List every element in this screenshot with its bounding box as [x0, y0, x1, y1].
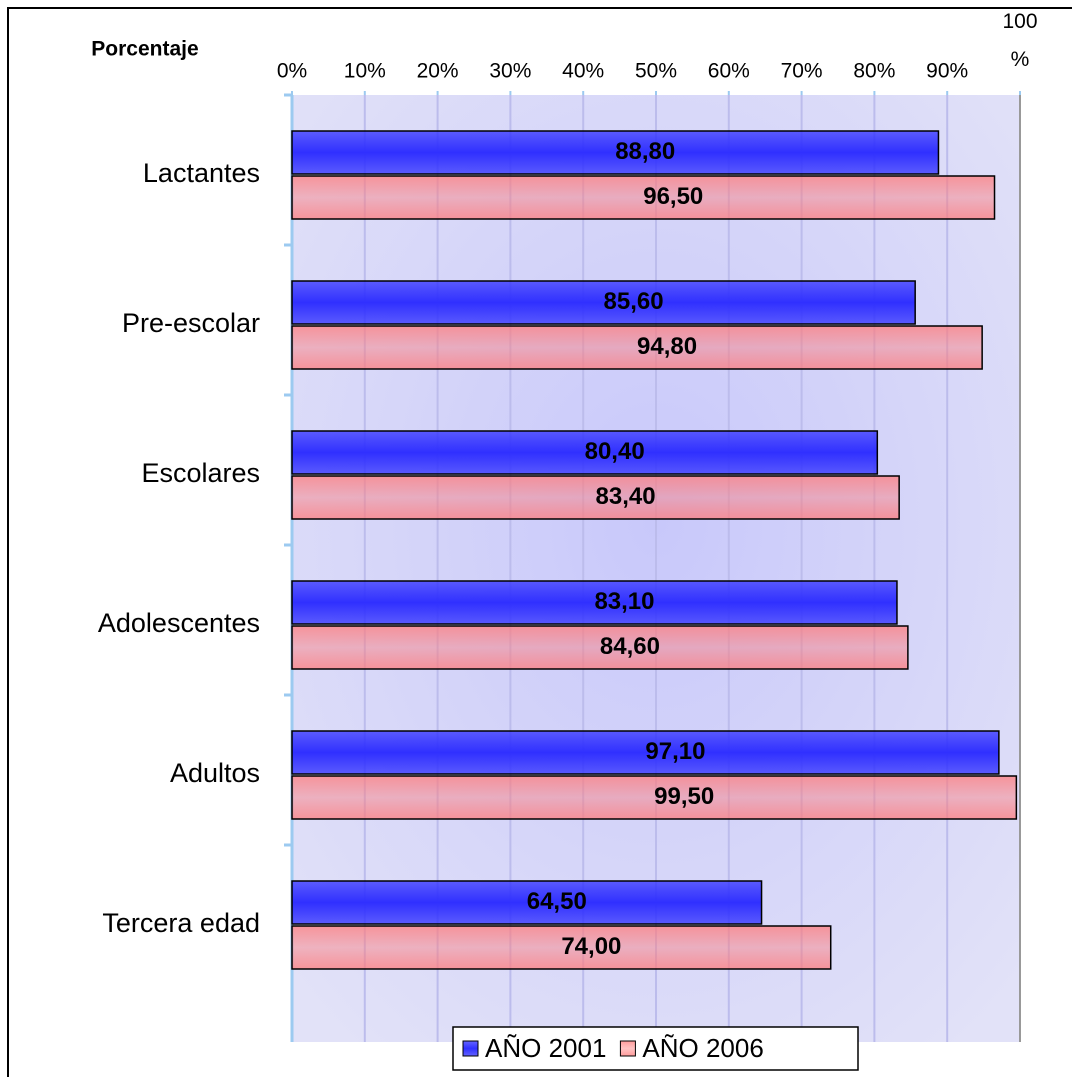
- bar: [291, 625, 909, 670]
- x-tick-label: 10%: [344, 60, 386, 83]
- data-label: 80,40: [585, 438, 645, 465]
- data-label: 74,00: [561, 933, 621, 960]
- legend-box: [452, 1026, 859, 1071]
- data-label: 84,60: [600, 633, 660, 660]
- data-label: 83,10: [594, 588, 654, 615]
- data-label: 88,80: [615, 138, 675, 165]
- y-tick-label: Tercera edad: [102, 908, 260, 938]
- bar: [291, 475, 900, 520]
- y-tick-label: Lactantes: [143, 158, 260, 188]
- x-tick-label: 20%: [417, 60, 459, 83]
- data-label: 94,80: [637, 333, 697, 360]
- y-tick-label: Pre-escolar: [122, 308, 260, 338]
- x-tick-label: 80%: [853, 60, 895, 83]
- x-tick-label: 70%: [781, 60, 823, 83]
- legend-swatch: [619, 1040, 636, 1057]
- data-label: 64,50: [527, 888, 587, 915]
- bar: [291, 730, 1000, 775]
- data-label: 96,50: [643, 183, 703, 210]
- legend-label: AÑO 2001: [485, 1033, 606, 1063]
- bar: [291, 880, 763, 925]
- x-tick-label: 90%: [926, 60, 968, 83]
- axis-title: Porcentaje: [91, 38, 198, 61]
- bar: [291, 130, 940, 175]
- x-tick-label: 60%: [708, 60, 750, 83]
- y-tick-label: Escolares: [141, 458, 260, 488]
- bar: [291, 925, 832, 970]
- y-tick-label: Adultos: [170, 758, 260, 788]
- bar: [291, 175, 996, 220]
- x-tick-label: 0%: [277, 60, 307, 83]
- bar: [291, 325, 983, 370]
- bar: [291, 775, 1018, 820]
- data-label: 99,50: [654, 783, 714, 810]
- bar: [291, 280, 916, 325]
- x-tick-label: 30%: [489, 60, 531, 83]
- x-tick-label: 40%: [562, 60, 604, 83]
- legend-label: AÑO 2006: [642, 1033, 763, 1063]
- data-label: 83,40: [596, 483, 656, 510]
- bar: [291, 430, 879, 475]
- y-tick-label: Adolescentes: [98, 608, 260, 638]
- bar: [291, 580, 898, 625]
- x-tick-label: 50%: [635, 60, 677, 83]
- x-tick-label: 100%: [1002, 10, 1037, 71]
- legend-swatch: [462, 1040, 479, 1057]
- data-label: 97,10: [645, 738, 705, 765]
- data-label: 85,60: [604, 288, 664, 315]
